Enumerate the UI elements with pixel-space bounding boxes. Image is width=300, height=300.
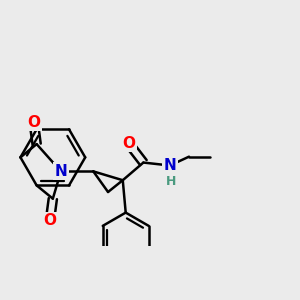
Text: O: O — [44, 213, 56, 228]
Text: O: O — [27, 115, 40, 130]
Text: O: O — [122, 136, 135, 151]
Text: N: N — [55, 164, 67, 179]
Text: N: N — [164, 158, 176, 173]
Text: H: H — [166, 175, 176, 188]
